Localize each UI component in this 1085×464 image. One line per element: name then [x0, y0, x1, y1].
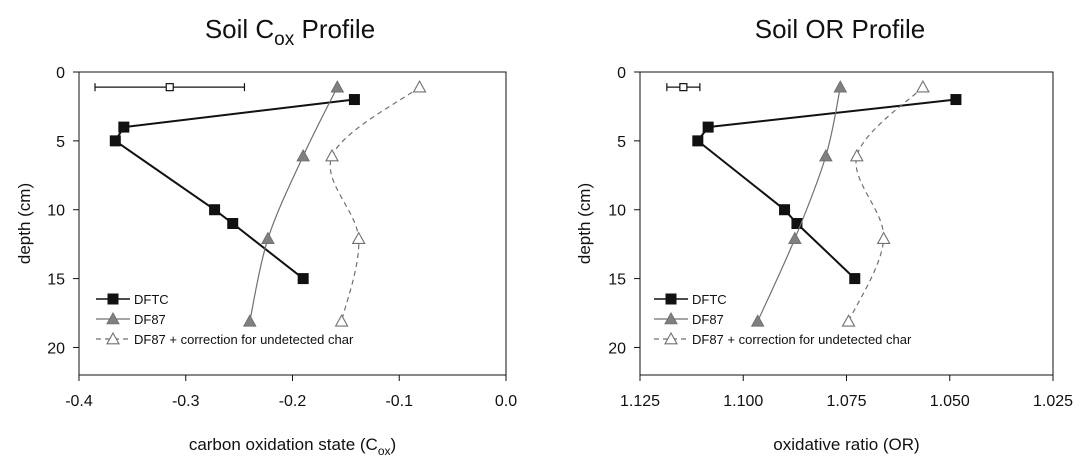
x-tick-label: -0.4 [65, 393, 93, 410]
chart-panel-1: Soil Cox Profile -0.4 -0.3 -0.2 -0.1 0.0 0 5 10 1… [15, 14, 517, 458]
series-3 [325, 80, 427, 327]
data-point [334, 314, 349, 327]
y-tick-label: 5 [617, 134, 626, 151]
data-point [833, 80, 848, 93]
series-line [696, 98, 957, 280]
series-line [848, 86, 924, 322]
y-tick-label: 15 [47, 272, 65, 289]
x-tick-label: 1.025 [1033, 393, 1073, 410]
data-point [791, 218, 803, 229]
chart-title: Soil OR Profile [755, 14, 926, 44]
legend-label: DF87 + correction for undetected char [134, 332, 354, 347]
error-bar-marker [679, 83, 688, 92]
plot-area [639, 71, 1054, 376]
series-1 [692, 94, 962, 285]
x-axis-label: oxidative ratio (OR) [773, 435, 919, 454]
y-tick-label: 20 [47, 340, 65, 357]
legend-marker [106, 331, 120, 345]
data-point [702, 121, 714, 133]
legend-marker [665, 293, 677, 305]
y-tick-label: 10 [47, 203, 65, 220]
data-point [348, 94, 360, 106]
data-point [351, 231, 366, 244]
series-2 [242, 80, 345, 327]
chart-panel-2: Soil OR Profile 1.125 1.100 1.075 1.050 1.025… [575, 14, 1073, 454]
data-point [915, 80, 930, 93]
series-2 [750, 80, 848, 327]
data-point [788, 231, 802, 244]
data-point [692, 135, 704, 147]
data-point [330, 80, 345, 93]
series-line [249, 86, 338, 322]
data-point [849, 148, 864, 162]
data-point [109, 135, 121, 147]
y-axis-label: depth (cm) [575, 183, 594, 264]
legend-label: DF87 [692, 312, 724, 327]
legend-label: DF87 + correction for undetected char [692, 332, 912, 347]
y-tick-label: 10 [608, 203, 626, 220]
data-point [841, 314, 856, 327]
data-point [412, 80, 427, 93]
series-line [113, 98, 355, 280]
data-point [209, 204, 221, 216]
data-point [297, 273, 309, 285]
x-tick-label: -0.2 [279, 393, 307, 410]
data-point [819, 148, 833, 162]
legend-marker [107, 293, 119, 305]
x-tick-label: 1.075 [826, 393, 866, 410]
x-tick-label: 1.050 [930, 393, 970, 410]
legend-label: DF87 [134, 312, 166, 327]
series-1 [109, 94, 360, 285]
y-tick-label: 5 [56, 134, 65, 151]
y-tick-label: 15 [608, 272, 626, 289]
data-point [118, 121, 130, 133]
error-bar-marker [165, 83, 174, 92]
legend-marker [106, 311, 120, 325]
x-tick-label: -0.3 [172, 393, 200, 410]
data-point [325, 148, 339, 162]
legend-marker [664, 311, 678, 325]
chart-title: Soil Cox Profile [205, 14, 375, 50]
data-point [849, 273, 861, 285]
series-3 [841, 80, 930, 327]
legend-label: DFTC [692, 292, 727, 307]
series-line [757, 87, 841, 322]
legend: DFTC DF87 DF87 + correction for undetected… [654, 292, 912, 347]
plot-area [78, 71, 507, 376]
legend: DFTC DF87 DF87 + correction for undetected… [96, 292, 354, 347]
data-point [950, 94, 962, 106]
data-point [227, 218, 239, 229]
legend-marker [664, 331, 678, 345]
y-axis-label: depth (cm) [15, 183, 34, 264]
series-line [329, 86, 420, 322]
x-tick-label: 1.100 [723, 393, 763, 410]
x-axis-label: carbon oxidation state (Cox) [189, 435, 396, 458]
y-tick-label: 20 [608, 340, 626, 357]
data-point [261, 231, 275, 244]
data-point [242, 314, 257, 327]
x-tick-label: 0.0 [495, 393, 517, 410]
data-point [296, 148, 311, 162]
x-tick-label: -0.1 [385, 393, 413, 410]
y-tick-label: 0 [617, 65, 626, 82]
legend-label: DFTC [134, 292, 169, 307]
x-tick-label: 1.125 [620, 393, 660, 410]
data-point [876, 231, 891, 244]
data-point [779, 204, 791, 216]
y-tick-label: 0 [56, 65, 65, 82]
data-point [750, 314, 765, 327]
